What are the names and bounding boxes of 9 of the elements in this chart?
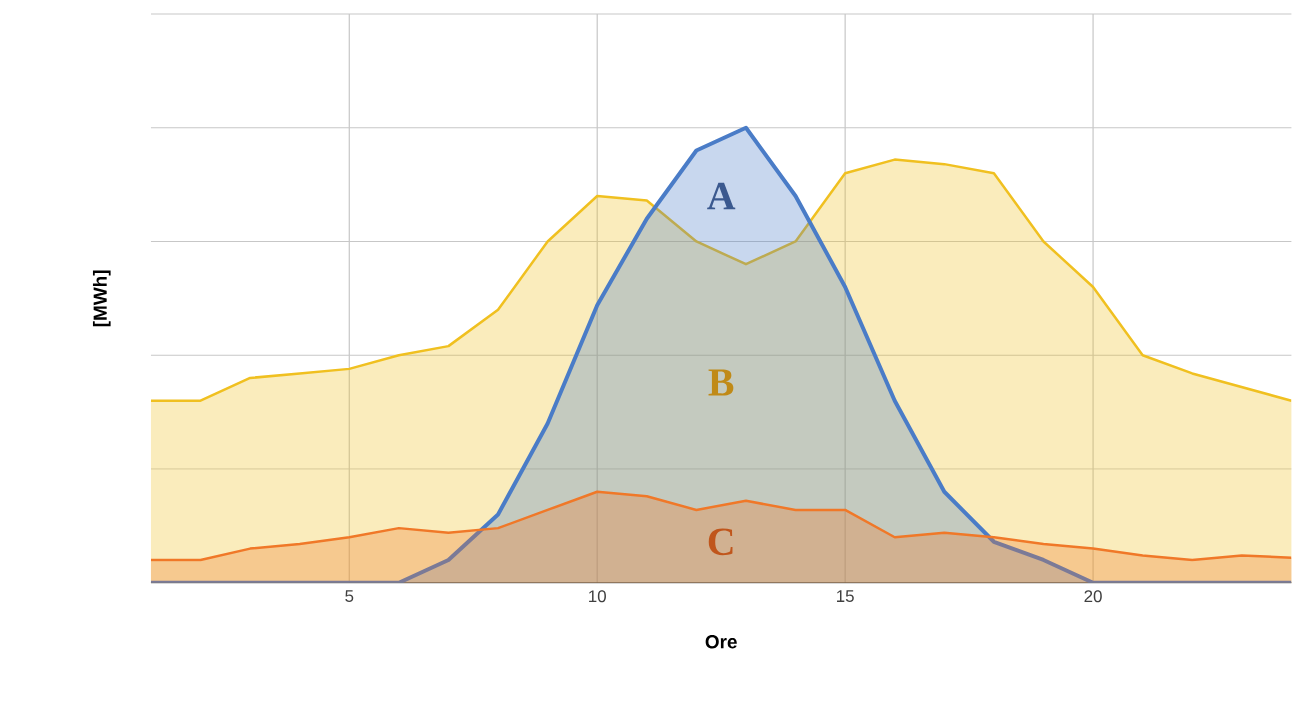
x-axis-title: Ore (705, 635, 737, 649)
x-tick-label: 15 (837, 590, 854, 603)
x-tick-label: 10 (589, 590, 606, 603)
x-tick-label: 5 (345, 590, 354, 603)
series-label: B (708, 369, 734, 396)
series-label: A (707, 183, 736, 210)
x-tick-label: 20 (1084, 590, 1102, 603)
y-axis-title: [MWh] (92, 270, 111, 327)
series-label: C (708, 528, 733, 556)
